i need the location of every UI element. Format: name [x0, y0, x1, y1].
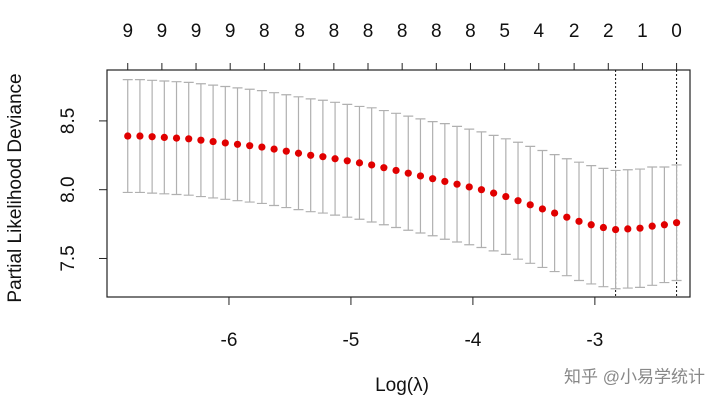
top-tick-label: 5 [499, 21, 510, 42]
top-tick-label: 0 [671, 21, 682, 42]
top-tick-label: 9 [225, 21, 236, 42]
plot-frame [106, 69, 691, 298]
point [660, 221, 668, 229]
point [636, 224, 644, 232]
point [441, 177, 449, 186]
point [221, 139, 229, 147]
y-tick-label: 8.0 [58, 176, 79, 202]
top-tick-label: 8 [329, 21, 340, 42]
top-tick-label: 4 [533, 21, 544, 42]
top-tick-label: 8 [294, 21, 305, 42]
point [307, 151, 315, 159]
x-tick-label: -4 [464, 330, 481, 351]
point [331, 155, 339, 163]
top-tick-label: 9 [191, 21, 202, 42]
point [380, 164, 388, 172]
top-tick-label: 8 [363, 21, 374, 42]
point [514, 197, 522, 205]
x-axis-label: Log(λ) [375, 375, 429, 396]
point [624, 225, 632, 233]
point [246, 142, 254, 150]
point [587, 221, 595, 229]
point [258, 143, 266, 151]
point [648, 222, 656, 230]
top-tick-label: 2 [603, 21, 614, 42]
point [429, 175, 437, 183]
top-tick-label: 8 [397, 21, 408, 42]
point [453, 180, 461, 188]
point [672, 219, 681, 227]
point [294, 149, 303, 157]
y-tick-label: 7.5 [58, 245, 79, 271]
point [136, 132, 144, 140]
point [502, 192, 510, 201]
top-tick-label: 2 [569, 21, 580, 42]
point [160, 133, 168, 142]
point [404, 169, 412, 177]
point [551, 209, 559, 217]
point [355, 159, 364, 167]
point [185, 135, 193, 143]
point [197, 136, 205, 144]
point [490, 189, 498, 197]
x-tick-label: -6 [221, 330, 238, 351]
point [477, 186, 486, 194]
point [172, 134, 181, 142]
top-tick-label: 1 [637, 21, 648, 42]
point [575, 217, 583, 225]
point [233, 140, 242, 148]
top-tick-label: 9 [157, 21, 168, 42]
point [319, 153, 327, 161]
point [282, 147, 290, 155]
y-axis-label: Partial Likelihood Deviance [5, 73, 26, 302]
point [416, 172, 425, 180]
x-tick-label: -3 [586, 330, 603, 351]
point [612, 225, 620, 234]
point [368, 161, 376, 169]
watermark: 知乎 @小易学统计 [564, 367, 705, 386]
point [465, 183, 473, 191]
point [124, 132, 132, 140]
top-tick-label: 8 [431, 21, 442, 42]
point [270, 145, 278, 153]
point [209, 137, 217, 146]
top-tick-label: 9 [122, 21, 133, 42]
top-tick-label: 8 [465, 21, 476, 42]
point [526, 201, 534, 209]
x-tick-label: -5 [342, 330, 359, 351]
point [148, 133, 156, 141]
point [538, 205, 547, 213]
top-tick-label: 8 [259, 21, 270, 42]
point [563, 213, 571, 221]
y-tick-label: 8.5 [58, 108, 79, 134]
point [392, 166, 400, 175]
point [343, 157, 351, 165]
point [599, 223, 608, 232]
